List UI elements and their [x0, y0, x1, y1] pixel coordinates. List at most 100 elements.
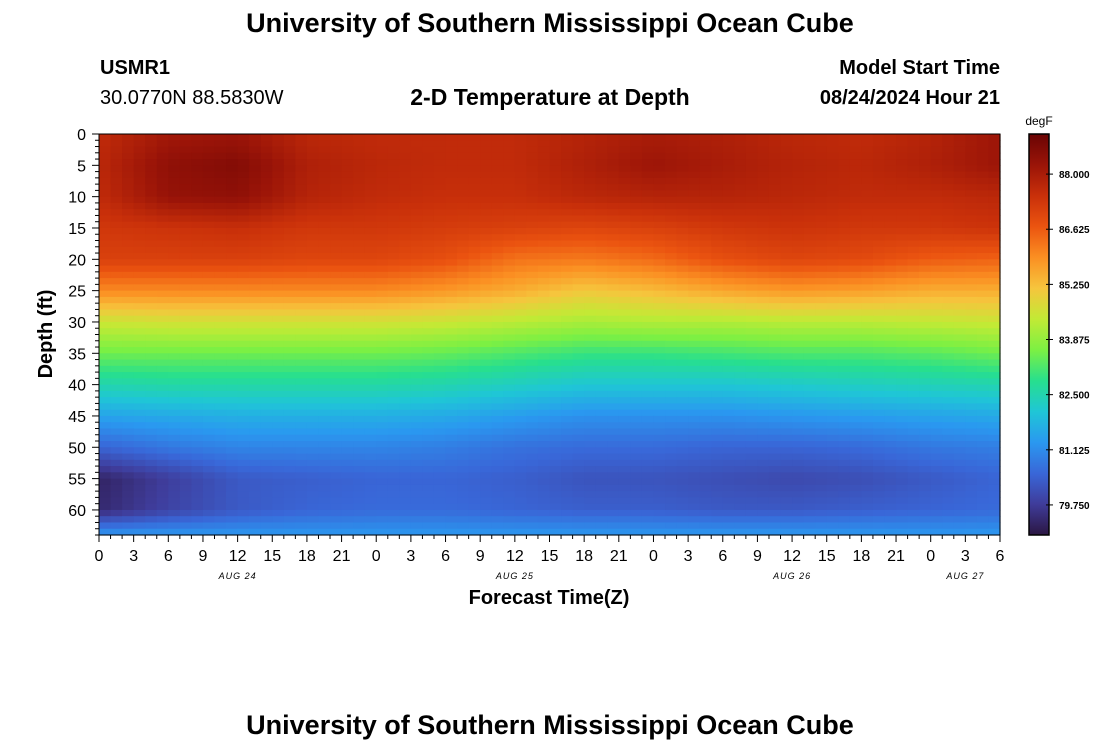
heatmap-cell: [433, 372, 447, 379]
heatmap-cell: [410, 359, 424, 367]
heatmap-cell: [665, 271, 678, 279]
heatmap-cell: [202, 184, 216, 191]
heatmap-cell: [433, 466, 447, 473]
heatmap-cell: [410, 303, 424, 311]
heatmap-cell: [780, 190, 793, 198]
heatmap-cell: [202, 171, 216, 179]
heatmap-cell: [549, 309, 562, 317]
heatmap-cell: [99, 215, 112, 223]
heatmap-cell: [549, 296, 562, 304]
heatmap-cell: [283, 140, 296, 148]
heatmap-cell: [965, 334, 978, 342]
heatmap-cell: [965, 202, 978, 210]
heatmap-cell: [919, 359, 932, 367]
heatmap-cell: [110, 140, 123, 148]
heatmap-cell: [549, 522, 562, 530]
heatmap-cell: [226, 146, 239, 154]
heatmap-cell: [526, 472, 539, 480]
heatmap-cell: [122, 171, 135, 179]
heatmap-cell: [607, 415, 620, 423]
heatmap-cell: [607, 478, 620, 486]
heatmap-cell: [168, 472, 181, 480]
heatmap-cell: [838, 234, 851, 242]
heatmap-cell: [202, 271, 216, 279]
heatmap-cell: [826, 340, 839, 348]
heatmap-cell: [861, 340, 874, 348]
heatmap-cell: [607, 409, 620, 417]
heatmap-cell: [861, 296, 874, 304]
heatmap-cell: [861, 334, 874, 342]
heatmap-cell: [110, 278, 123, 285]
heatmap-cell: [433, 447, 447, 455]
heatmap-cell: [595, 516, 608, 524]
heatmap-cell: [861, 171, 874, 179]
heatmap-cell: [561, 372, 574, 379]
heatmap-cell: [907, 290, 920, 298]
heatmap-cell: [561, 190, 574, 198]
heatmap-cell: [364, 240, 377, 248]
heatmap-cell: [745, 403, 759, 411]
heatmap-cell: [145, 284, 158, 292]
heatmap-cell: [584, 359, 597, 367]
heatmap-cell: [953, 140, 966, 148]
heatmap-cell: [572, 278, 585, 285]
heatmap-cell: [792, 134, 805, 141]
heatmap-cell: [965, 428, 978, 436]
heatmap-cell: [480, 290, 493, 298]
heatmap-cell: [503, 359, 516, 367]
heatmap-cell: [919, 259, 932, 267]
heatmap-cell: [572, 347, 585, 354]
heatmap-cell: [145, 359, 158, 367]
heatmap-cell: [272, 246, 285, 254]
heatmap-cell: [607, 152, 620, 160]
heatmap-cell: [676, 140, 689, 148]
heatmap-cell: [757, 165, 770, 173]
heatmap-cell: [202, 246, 216, 254]
heatmap-cell: [110, 484, 123, 492]
heatmap-cell: [526, 372, 539, 379]
heatmap-cell: [480, 146, 493, 154]
heatmap-cell: [283, 365, 296, 373]
heatmap-cell: [815, 159, 828, 166]
heatmap-cell: [618, 234, 631, 242]
heatmap-cell: [838, 447, 851, 455]
heatmap-cell: [942, 259, 955, 267]
heatmap-cell: [318, 384, 331, 392]
heatmap-cell: [815, 271, 828, 279]
heatmap-cell: [595, 290, 608, 298]
heatmap-cell: [572, 522, 585, 530]
heatmap-cell: [341, 271, 354, 279]
heatmap-cell: [722, 459, 735, 467]
heatmap-cell: [896, 478, 909, 486]
heatmap-cell: [237, 397, 250, 405]
heatmap-cell: [561, 303, 574, 311]
heatmap-cell: [468, 240, 481, 248]
heatmap-cell: [503, 303, 516, 311]
heatmap-cell: [295, 503, 308, 511]
heatmap-cell: [237, 221, 250, 229]
heatmap-cell: [803, 447, 816, 455]
heatmap-cell: [145, 384, 158, 392]
heatmap-cell: [191, 196, 204, 204]
heatmap-cell: [156, 309, 169, 317]
heatmap-cell: [722, 159, 735, 166]
heatmap-cell: [988, 259, 1001, 267]
heatmap-cell: [491, 140, 504, 148]
heatmap-cell: [237, 497, 250, 505]
heatmap-cell: [953, 334, 966, 342]
heatmap-cell: [745, 503, 759, 511]
heatmap-cell: [641, 422, 655, 430]
heatmap-cell: [907, 372, 920, 379]
heatmap-cell: [745, 359, 759, 367]
heatmap-cell: [896, 453, 909, 461]
heatmap-cell: [503, 478, 516, 486]
heatmap-cell: [537, 516, 551, 524]
heatmap-cell: [468, 472, 481, 480]
heatmap-cell: [561, 134, 574, 141]
heatmap-cell: [110, 309, 123, 317]
heatmap-cell: [953, 340, 966, 348]
heatmap-cell: [445, 184, 458, 191]
heatmap-cell: [387, 472, 400, 480]
heatmap-cell: [306, 522, 320, 530]
heatmap-cell: [445, 478, 458, 486]
